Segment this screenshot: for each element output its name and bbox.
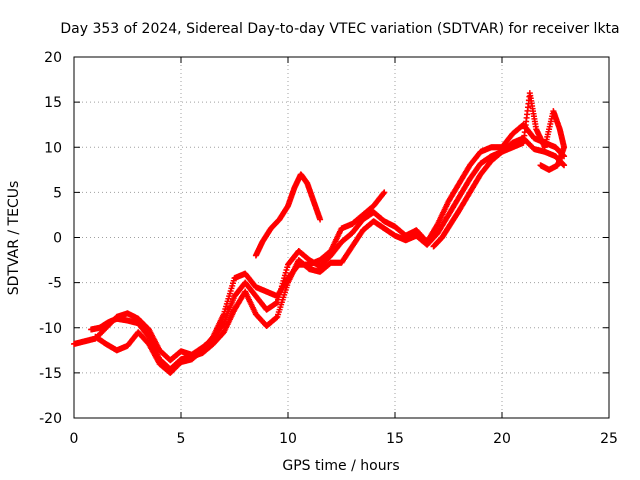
- data-series: [71, 90, 568, 376]
- y-tick-label: 5: [53, 185, 62, 201]
- y-tick-label: 20: [44, 50, 62, 66]
- series-track-3: [92, 189, 388, 376]
- y-axis-tick-labels: -20 -15 -10 -5 0 5 10 15 20: [39, 50, 62, 427]
- y-tick-label: 0: [53, 231, 62, 247]
- x-tick-label: 15: [386, 431, 404, 447]
- y-tick-label: -5: [48, 276, 62, 292]
- x-tick-label: 0: [70, 431, 79, 447]
- data-point: [380, 190, 387, 197]
- x-tick-label: 5: [177, 431, 186, 447]
- x-tick-label: 25: [600, 431, 618, 447]
- x-tick-label: 10: [279, 431, 297, 447]
- y-tick-label: -15: [39, 366, 62, 382]
- data-point: [317, 216, 324, 223]
- x-tick-label: 20: [493, 431, 511, 447]
- y-tick-label: 10: [44, 140, 62, 156]
- y-axis-label: SDTVAR / TECUs: [6, 181, 22, 296]
- y-tick-label: -10: [39, 321, 62, 337]
- y-tick-label: -20: [39, 411, 62, 427]
- series-track-4: [252, 171, 324, 259]
- x-axis-tick-labels: 0 5 10 15 20 25: [70, 431, 618, 447]
- chart-title: Day 353 of 2024, Sidereal Day-to-day VTE…: [60, 21, 619, 37]
- data-point: [537, 162, 544, 169]
- y-tick-label: 15: [44, 95, 62, 111]
- series-track-5: [430, 90, 568, 250]
- x-axis-label: GPS time / hours: [282, 458, 399, 474]
- data-point: [381, 189, 388, 196]
- data-point: [561, 162, 568, 169]
- axis-ticks: [73, 56, 610, 419]
